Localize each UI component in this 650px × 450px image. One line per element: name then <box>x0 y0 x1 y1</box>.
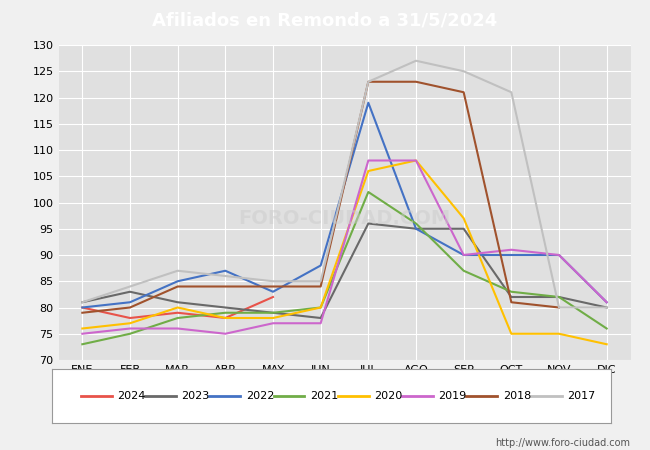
Text: 2021: 2021 <box>310 391 338 401</box>
Text: 2017: 2017 <box>567 391 595 401</box>
Text: 2022: 2022 <box>246 391 274 401</box>
Text: Afiliados en Remondo a 31/5/2024: Afiliados en Remondo a 31/5/2024 <box>152 11 498 29</box>
Text: 2023: 2023 <box>181 391 210 401</box>
Text: 2024: 2024 <box>117 391 146 401</box>
Text: 2019: 2019 <box>439 391 467 401</box>
Text: http://www.foro-ciudad.com: http://www.foro-ciudad.com <box>495 438 630 448</box>
Text: 2020: 2020 <box>374 391 402 401</box>
Text: 2018: 2018 <box>503 391 531 401</box>
Text: FORO-CIUDAD.COM: FORO-CIUDAD.COM <box>239 209 450 228</box>
